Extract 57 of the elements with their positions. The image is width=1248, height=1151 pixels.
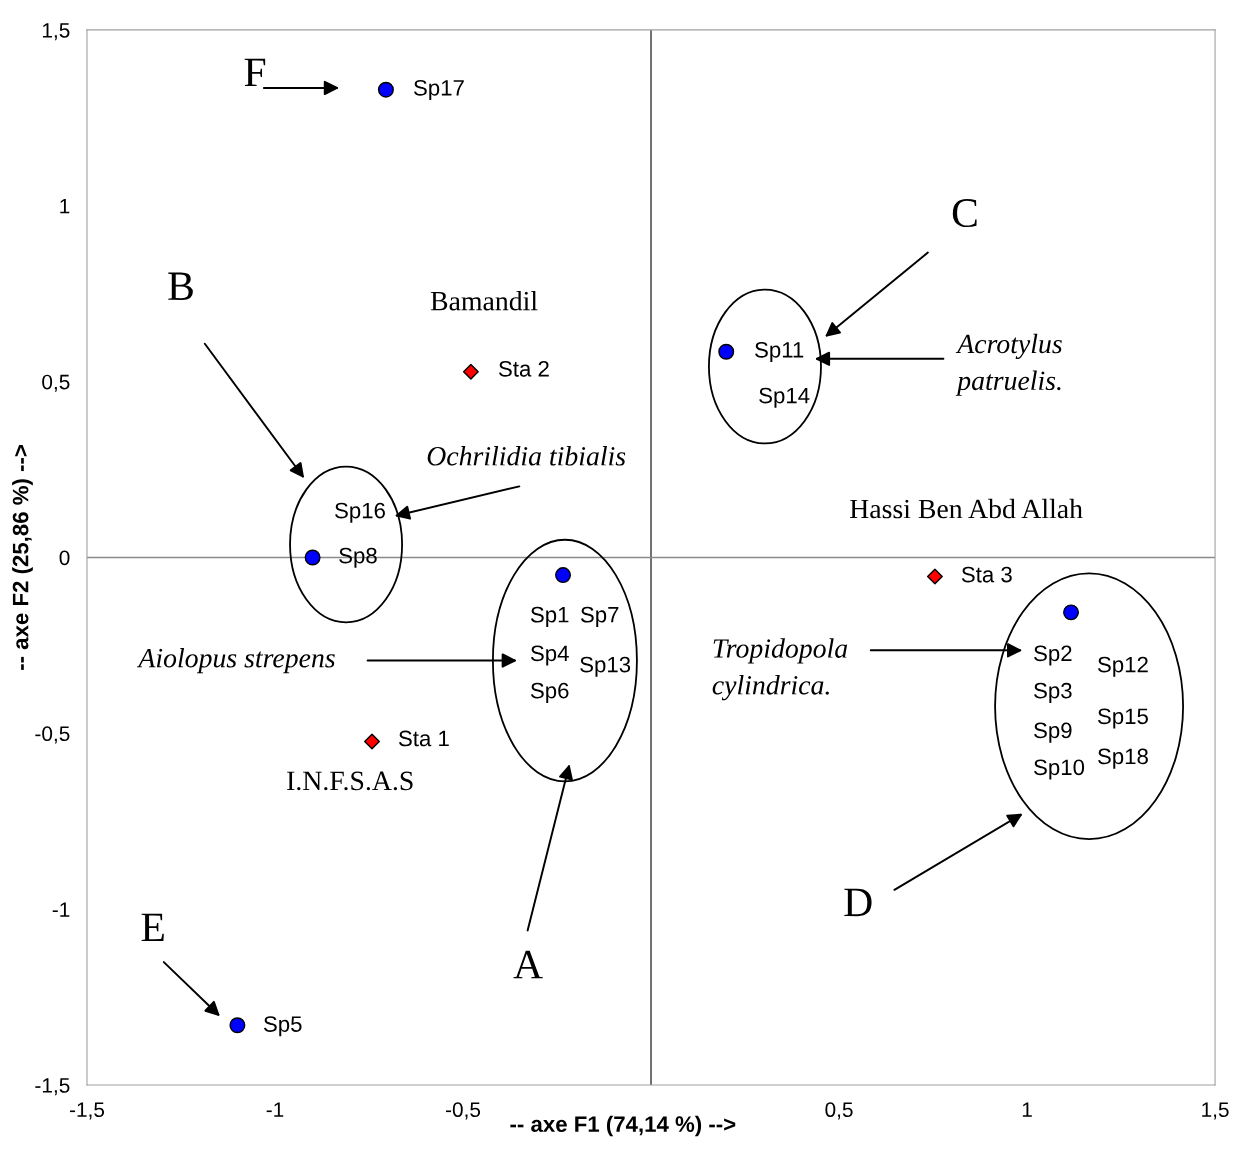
- point: [718, 343, 735, 360]
- annotation: F: [244, 58, 266, 87]
- annotation: Sp12: [1097, 656, 1148, 677]
- annotation: Acrotylus patruelis.: [955, 333, 1062, 396]
- point: [926, 568, 943, 585]
- annotation: E: [141, 913, 164, 942]
- point: [1063, 604, 1080, 621]
- y-tick-label: 0: [59, 550, 70, 566]
- x-tick-label: 0,5: [825, 1102, 853, 1120]
- point: [304, 549, 321, 566]
- annotation: A: [513, 950, 543, 979]
- y-tick-label: -1: [52, 902, 70, 917]
- annotation: Sta 2: [498, 360, 549, 377]
- annotation: C: [952, 199, 977, 228]
- x-tick-label: 1: [1022, 1102, 1032, 1117]
- y-tick-label: 0,5: [42, 374, 70, 392]
- annotation: Ochrilidia tibialis: [427, 446, 626, 466]
- annotation: Bamandil: [430, 290, 538, 311]
- annotation: Sta 1: [398, 730, 449, 747]
- point: [229, 1017, 246, 1034]
- y-tick-label: 1: [60, 199, 70, 214]
- x-tick-label: -1: [266, 1102, 284, 1117]
- annotation: Sp4: [530, 645, 569, 666]
- annotation: Sp13: [580, 656, 631, 677]
- annotation: I.N.F.S.A.S: [287, 771, 413, 791]
- annotation: Tropidopola cylindrica.: [712, 638, 848, 701]
- x-tick-label: 1,5: [1202, 1102, 1229, 1120]
- annotation: Sp16: [335, 502, 385, 523]
- annotation: Aiolopus strepens: [136, 647, 335, 674]
- annotation: Sp14: [759, 387, 810, 408]
- annotation: Sp10: [1034, 759, 1085, 780]
- point: [364, 733, 380, 750]
- y-axis-title: -- axe F2 (25,86 %) -->: [12, 445, 33, 670]
- annotation: B: [168, 272, 193, 300]
- y-tick-label: -0,5: [35, 726, 70, 744]
- annotation: Sp5: [263, 1016, 302, 1037]
- annotation: Sp11: [755, 341, 804, 363]
- annotation: Sp2: [1034, 645, 1072, 666]
- annotation: Sp6: [530, 682, 569, 703]
- annotation: Sp18: [1097, 748, 1148, 769]
- annotation: Sta 3: [961, 566, 1012, 583]
- x-axis-title: -- axe F1 (74,14 %) -->: [510, 1115, 736, 1137]
- annotation: D: [844, 888, 872, 917]
- y-tick-label: 1,5: [42, 23, 70, 41]
- annotation: Sp3: [1034, 682, 1072, 703]
- annotation: Hassi Ben Abd Allah: [850, 498, 1083, 519]
- annotation: Sp7: [580, 606, 619, 627]
- annotation: Sp9: [1034, 722, 1072, 743]
- x-tick-label: -0,5: [445, 1102, 481, 1120]
- point: [555, 567, 572, 584]
- point: [377, 81, 394, 98]
- annotation: Sp17: [414, 79, 464, 101]
- y-tick-label: -1,5: [35, 1078, 70, 1096]
- annotation: Sp8: [339, 547, 377, 568]
- annotation: Sp1: [530, 606, 569, 627]
- point: [462, 363, 479, 380]
- annotation: Sp15: [1097, 708, 1148, 729]
